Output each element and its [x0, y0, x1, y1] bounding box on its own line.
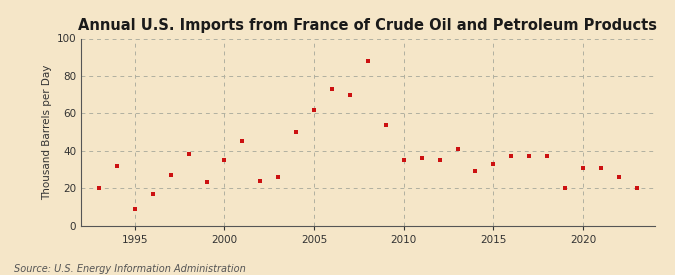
Y-axis label: Thousand Barrels per Day: Thousand Barrels per Day	[43, 64, 53, 200]
Point	[183, 152, 194, 157]
Point	[381, 122, 392, 127]
Point	[201, 180, 212, 185]
Point	[291, 130, 302, 134]
Point	[614, 175, 624, 179]
Point	[255, 178, 266, 183]
Point	[94, 186, 105, 190]
Point	[631, 186, 642, 190]
Point	[434, 158, 445, 162]
Point	[111, 163, 122, 168]
Point	[560, 186, 570, 190]
Point	[219, 158, 230, 162]
Text: Source: U.S. Energy Information Administration: Source: U.S. Energy Information Administ…	[14, 264, 245, 274]
Point	[398, 158, 409, 162]
Point	[506, 154, 517, 158]
Point	[362, 59, 373, 63]
Point	[344, 92, 355, 97]
Point	[488, 162, 499, 166]
Point	[130, 207, 140, 211]
Title: Annual U.S. Imports from France of Crude Oil and Petroleum Products: Annual U.S. Imports from France of Crude…	[78, 18, 657, 33]
Point	[308, 107, 319, 112]
Point	[470, 169, 481, 174]
Point	[327, 87, 338, 91]
Point	[147, 191, 158, 196]
Point	[273, 175, 284, 179]
Point	[524, 154, 535, 158]
Point	[237, 139, 248, 144]
Point	[416, 156, 427, 160]
Point	[452, 147, 463, 151]
Point	[542, 154, 553, 158]
Point	[578, 165, 589, 170]
Point	[595, 165, 606, 170]
Point	[165, 173, 176, 177]
